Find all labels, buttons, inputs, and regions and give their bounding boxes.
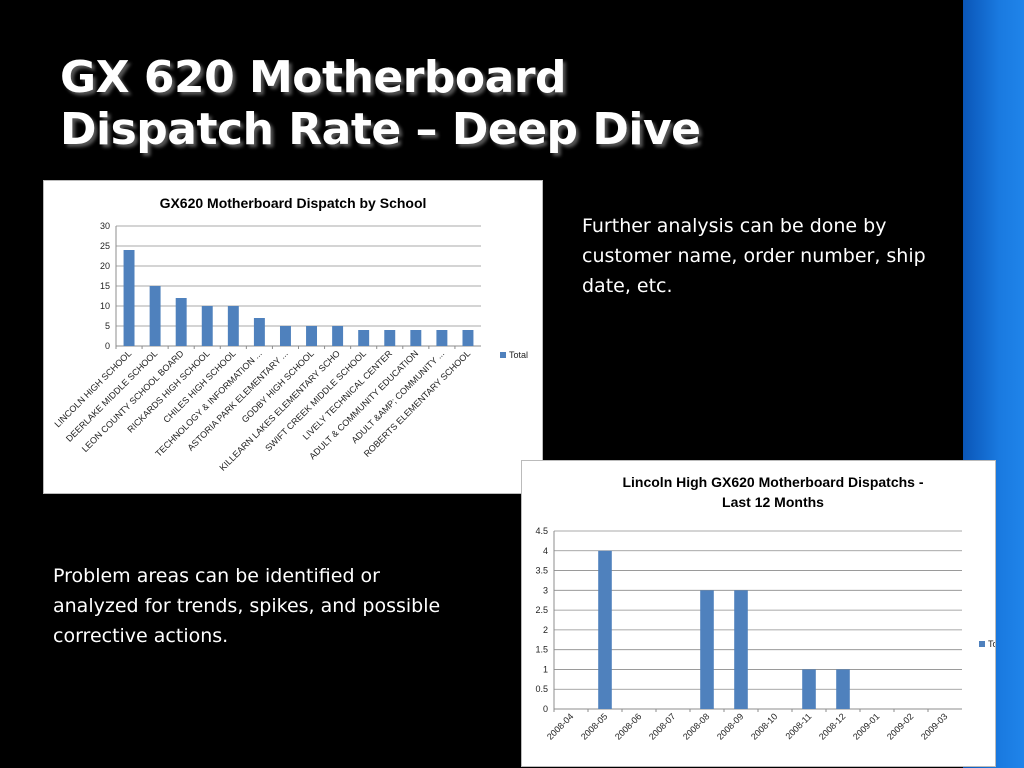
bar [836, 669, 850, 709]
bar [149, 286, 161, 346]
x-tick-label: KILLEARN LAKES ELEMENTARY SCHO [218, 348, 342, 472]
y-tick-label: 1.5 [535, 645, 548, 655]
y-tick-label: 10 [100, 301, 110, 311]
school-dispatch-chart: GX620 Motherboard Dispatch by School 0 5 10… [43, 180, 543, 494]
legend-swatch [500, 352, 506, 358]
school-dispatch-chart-svg: GX620 Motherboard Dispatch by School 0 5 10… [52, 195, 528, 473]
chart-title: Last 12 Months [722, 494, 824, 510]
monthly-dispatch-chart-svg: Lincoln High GX620 Motherboard Dispatchs… [535, 474, 995, 742]
bar [802, 669, 816, 709]
bar [123, 250, 135, 346]
slide-title: GX 620 Motherboard Dispatch Rate – Deep … [60, 52, 701, 156]
x-tick-label: 2008-11 [783, 711, 813, 741]
legend-label: Total [509, 350, 528, 360]
bar [700, 590, 714, 709]
x-tick-label: 2009-01 [851, 711, 881, 741]
bar [598, 550, 612, 709]
y-tick-label: 30 [100, 221, 110, 231]
further-analysis-text: Further analysis can be done by customer… [582, 215, 926, 297]
y-tick-label: 3.5 [535, 566, 548, 576]
y-tick-label: 4.5 [535, 526, 548, 536]
y-tick-label: 0 [543, 704, 548, 714]
legend-swatch [979, 641, 985, 647]
problem-areas-text: Problem areas can be identified or analy… [53, 565, 441, 647]
chart-title: Lincoln High GX620 Motherboard Dispatchs… [622, 474, 923, 490]
bar [410, 330, 422, 346]
x-tick-label: 2008-08 [681, 711, 711, 741]
x-tick-label: 2008-10 [749, 711, 779, 741]
bar [253, 318, 265, 346]
bar [279, 326, 291, 346]
bar [384, 330, 396, 346]
bar [462, 330, 474, 346]
y-tick-label: 2.5 [535, 605, 548, 615]
title-line-2: Dispatch Rate – Deep Dive [60, 104, 701, 155]
bar [734, 590, 748, 709]
x-tick-label: 2008-05 [579, 711, 609, 741]
y-tick-label: 3 [543, 585, 548, 595]
bar [175, 298, 187, 346]
y-tick-label: 20 [100, 261, 110, 271]
bar [306, 326, 318, 346]
y-tick-label: 2 [543, 625, 548, 635]
bar [201, 306, 213, 346]
y-tick-label: 25 [100, 241, 110, 251]
y-tick-label: 5 [105, 321, 110, 331]
x-tick-label: 2008-09 [715, 711, 745, 741]
x-tick-label: 2009-03 [919, 711, 949, 741]
legend-label: Total [988, 639, 995, 649]
y-tick-label: 0 [105, 341, 110, 351]
bar [227, 306, 239, 346]
chart-title: GX620 Motherboard Dispatch by School [160, 195, 427, 211]
y-tick-label: 1 [543, 664, 548, 674]
bar [332, 326, 344, 346]
x-tick-label: 2009-02 [885, 711, 915, 741]
y-tick-label: 0.5 [535, 684, 548, 694]
bar [358, 330, 370, 346]
x-tick-label: 2008-12 [817, 711, 847, 741]
x-tick-label: 2008-04 [545, 711, 575, 741]
x-tick-label: 2008-06 [613, 711, 643, 741]
title-line-1: GX 620 Motherboard [60, 52, 567, 103]
x-tick-label: 2008-07 [647, 711, 677, 741]
bar [436, 330, 448, 346]
monthly-dispatch-chart: Lincoln High GX620 Motherboard Dispatchs… [521, 460, 996, 767]
y-tick-label: 15 [100, 281, 110, 291]
y-tick-label: 4 [543, 546, 548, 556]
